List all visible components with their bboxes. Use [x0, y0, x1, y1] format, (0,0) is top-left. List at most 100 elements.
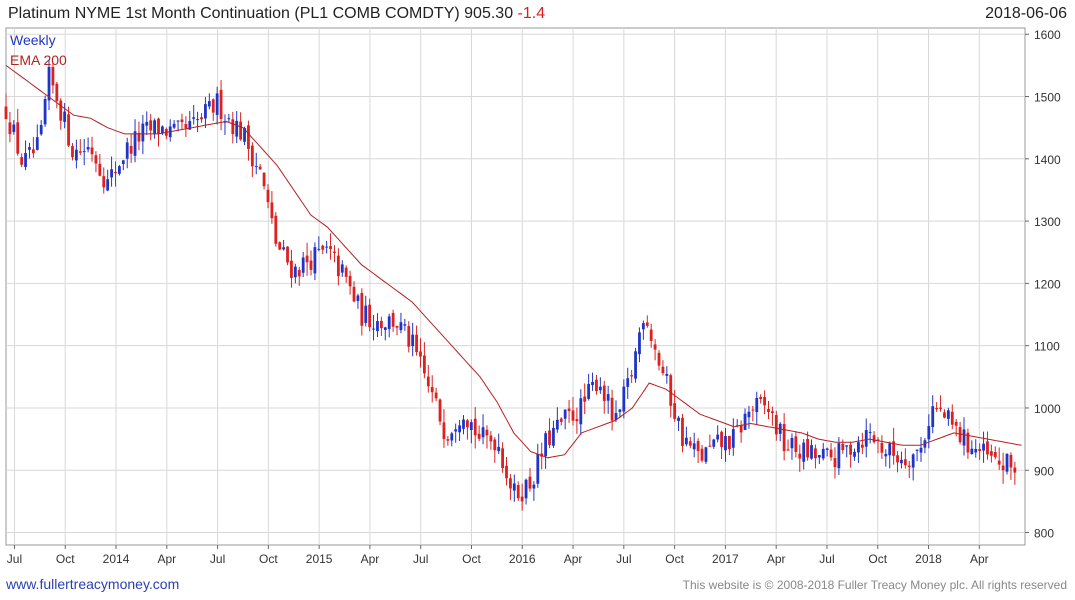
candle-body: [235, 120, 239, 137]
candle-body: [379, 320, 383, 329]
candle-body: [747, 411, 751, 418]
candle-body: [559, 418, 563, 422]
candle-body: [692, 443, 696, 450]
candle-body: [321, 245, 325, 250]
candle-body: [313, 247, 317, 274]
candle-body: [931, 406, 935, 428]
candle-body: [1005, 453, 1009, 472]
candle-body: [258, 166, 262, 170]
candle-body: [845, 445, 849, 447]
candle-body: [290, 260, 293, 278]
candle-body: [544, 433, 548, 457]
candle-body: [704, 447, 708, 462]
candle-body: [43, 98, 47, 125]
candle-body: [250, 145, 254, 167]
x-tick-label: Jul: [210, 552, 225, 566]
candle-body: [153, 120, 156, 135]
candle-body: [329, 246, 332, 250]
candle-body: [4, 106, 8, 120]
x-tick-label: 2018: [915, 552, 942, 566]
candle-body: [782, 424, 786, 452]
candle-body: [684, 437, 688, 445]
candle-body: [939, 407, 942, 409]
candle-body: [129, 145, 133, 154]
y-tick-label: 1200: [1034, 277, 1061, 291]
candle-body: [462, 419, 465, 429]
candle-body: [915, 449, 919, 451]
candle-body: [857, 442, 860, 453]
candle-body: [391, 312, 395, 327]
ema200-line: [5, 64, 1022, 459]
candle-body: [340, 264, 344, 273]
candle-body: [485, 429, 489, 436]
last-price: 905.30: [464, 5, 514, 22]
candle-body: [935, 408, 939, 410]
candle-body: [767, 409, 770, 413]
candle-body: [24, 153, 27, 167]
candle-body: [536, 453, 540, 484]
candle-body: [579, 398, 583, 425]
candle-body: [325, 246, 329, 248]
copyright-notice: This website is © 2008-2018 Fuller Treac…: [682, 578, 1067, 592]
candle-body: [106, 179, 110, 191]
candle-body: [864, 430, 868, 447]
candle-body: [204, 104, 207, 119]
x-tick-label: Apr: [361, 552, 380, 566]
candle-body: [966, 432, 970, 453]
candle-body: [317, 248, 321, 250]
candle-body: [814, 448, 817, 459]
candle-body: [368, 304, 372, 328]
candle-body: [117, 166, 121, 174]
candle-body: [798, 453, 802, 459]
candle-body: [669, 375, 673, 406]
candle-body: [446, 439, 450, 441]
x-tick-label: Jul: [7, 552, 22, 566]
candle-body: [473, 418, 477, 436]
candle-body: [110, 169, 113, 178]
candle-body: [426, 376, 430, 387]
x-tick-label: Oct: [259, 552, 278, 566]
candle-body: [587, 383, 591, 399]
candle-body: [868, 431, 872, 433]
candle-body: [278, 242, 282, 250]
candle-body: [571, 410, 575, 421]
candle-body: [825, 448, 829, 450]
candle-body: [231, 119, 235, 135]
candle-body: [950, 411, 954, 425]
plot-area: [5, 27, 1026, 546]
candle-body: [1013, 467, 1017, 473]
candle-body: [94, 155, 98, 164]
candle-body: [1009, 454, 1013, 468]
candle-body: [724, 436, 727, 451]
candle-body: [880, 442, 884, 453]
candle-body: [247, 125, 250, 149]
x-tick-label: Oct: [665, 552, 684, 566]
candle-body: [55, 83, 59, 102]
candle-body: [411, 334, 415, 347]
chart-date: 2018-06-06: [985, 5, 1067, 22]
y-tick-label: 1400: [1034, 153, 1061, 167]
y-tick-label: 1600: [1034, 28, 1061, 42]
candle-body: [853, 451, 856, 457]
x-tick-label: Apr: [970, 552, 989, 566]
candle-body: [943, 412, 946, 418]
x-tick-label: 2015: [306, 552, 333, 566]
candle-body: [469, 422, 473, 430]
legend-weekly: Weekly: [10, 32, 56, 48]
candle-body: [645, 322, 649, 326]
candle-body: [614, 413, 618, 420]
candle-body: [270, 202, 274, 219]
candle-body: [552, 427, 555, 446]
candle-body: [763, 397, 766, 406]
candle-body: [20, 157, 24, 165]
x-tick-label: Oct: [56, 552, 75, 566]
candle-body: [188, 121, 192, 130]
candle-body: [227, 118, 231, 120]
candle-body: [790, 437, 794, 449]
title-text: Platinum NYME 1st Month Continuation (PL…: [8, 5, 460, 22]
candle-body: [407, 326, 411, 347]
candle-body: [12, 124, 16, 132]
site-link[interactable]: www.fullertreacymoney.com: [6, 576, 180, 592]
candle-body: [356, 295, 360, 301]
